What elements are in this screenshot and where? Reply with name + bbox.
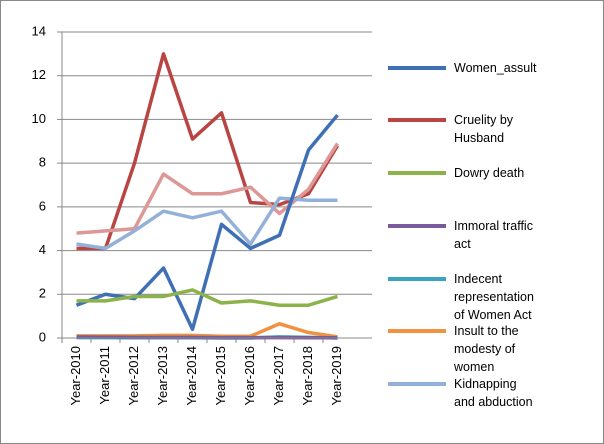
y-tick-label: 12 bbox=[32, 67, 46, 82]
series-line bbox=[76, 142, 339, 235]
y-tick-label: 4 bbox=[39, 242, 46, 257]
legend-label: Kidnapping and abduction bbox=[454, 377, 533, 409]
y-tick-label: 8 bbox=[39, 155, 46, 170]
y-tick-label: 10 bbox=[32, 111, 46, 126]
x-tick-label: Year-2010 bbox=[68, 346, 83, 406]
x-tick-label: Year-2018 bbox=[300, 346, 315, 406]
legend-swatch bbox=[388, 329, 446, 333]
x-tick-label: Year-2019 bbox=[329, 346, 344, 406]
x-tick-label: Year-2012 bbox=[126, 346, 141, 406]
legend-swatch bbox=[388, 66, 446, 70]
series-line bbox=[75, 113, 339, 332]
legend-item: Women_assult bbox=[388, 59, 538, 77]
x-tick-label: Year-2011 bbox=[97, 346, 112, 405]
legend-swatch bbox=[388, 382, 446, 386]
legend-swatch bbox=[388, 224, 446, 228]
legend-label: Insult to the modesty of women bbox=[454, 324, 519, 374]
series-line bbox=[76, 52, 339, 251]
x-tick-label: Year-2015 bbox=[213, 346, 228, 406]
legend-item: Insult to the modesty of women bbox=[388, 322, 538, 376]
legend-label: Immoral traffic act bbox=[454, 219, 533, 251]
y-tick-label: 0 bbox=[39, 329, 46, 344]
x-tick-label: Year-2017 bbox=[271, 346, 286, 406]
y-tick-label: 2 bbox=[39, 286, 46, 301]
series-line bbox=[76, 322, 338, 339]
legend-item: Immoral traffic act bbox=[388, 217, 538, 253]
x-tick-label: Year-2016 bbox=[242, 346, 257, 406]
x-tick-label: Year-2013 bbox=[155, 346, 170, 406]
y-tick-label: 6 bbox=[39, 198, 46, 213]
legend-item: Indecent representation of Women Act bbox=[388, 270, 538, 324]
legend-swatch bbox=[388, 118, 446, 122]
legend-label: Indecent representation of Women Act bbox=[454, 272, 534, 322]
legend-label: Women_assult bbox=[454, 61, 537, 75]
legend-label: Dowry death bbox=[454, 166, 525, 180]
y-tick-label: 14 bbox=[32, 23, 46, 38]
legend-label: Cruelity by Husband bbox=[454, 113, 514, 145]
legend-swatch bbox=[388, 171, 446, 175]
legend-item: Cruelity by Husband bbox=[388, 111, 538, 147]
legend-item: Kidnapping and abduction bbox=[388, 375, 538, 411]
series-line bbox=[76, 196, 338, 251]
series-line bbox=[76, 288, 339, 307]
legend-swatch bbox=[388, 277, 446, 281]
legend-item: Dowry death bbox=[388, 164, 538, 182]
x-tick-label: Year-2014 bbox=[184, 346, 199, 406]
